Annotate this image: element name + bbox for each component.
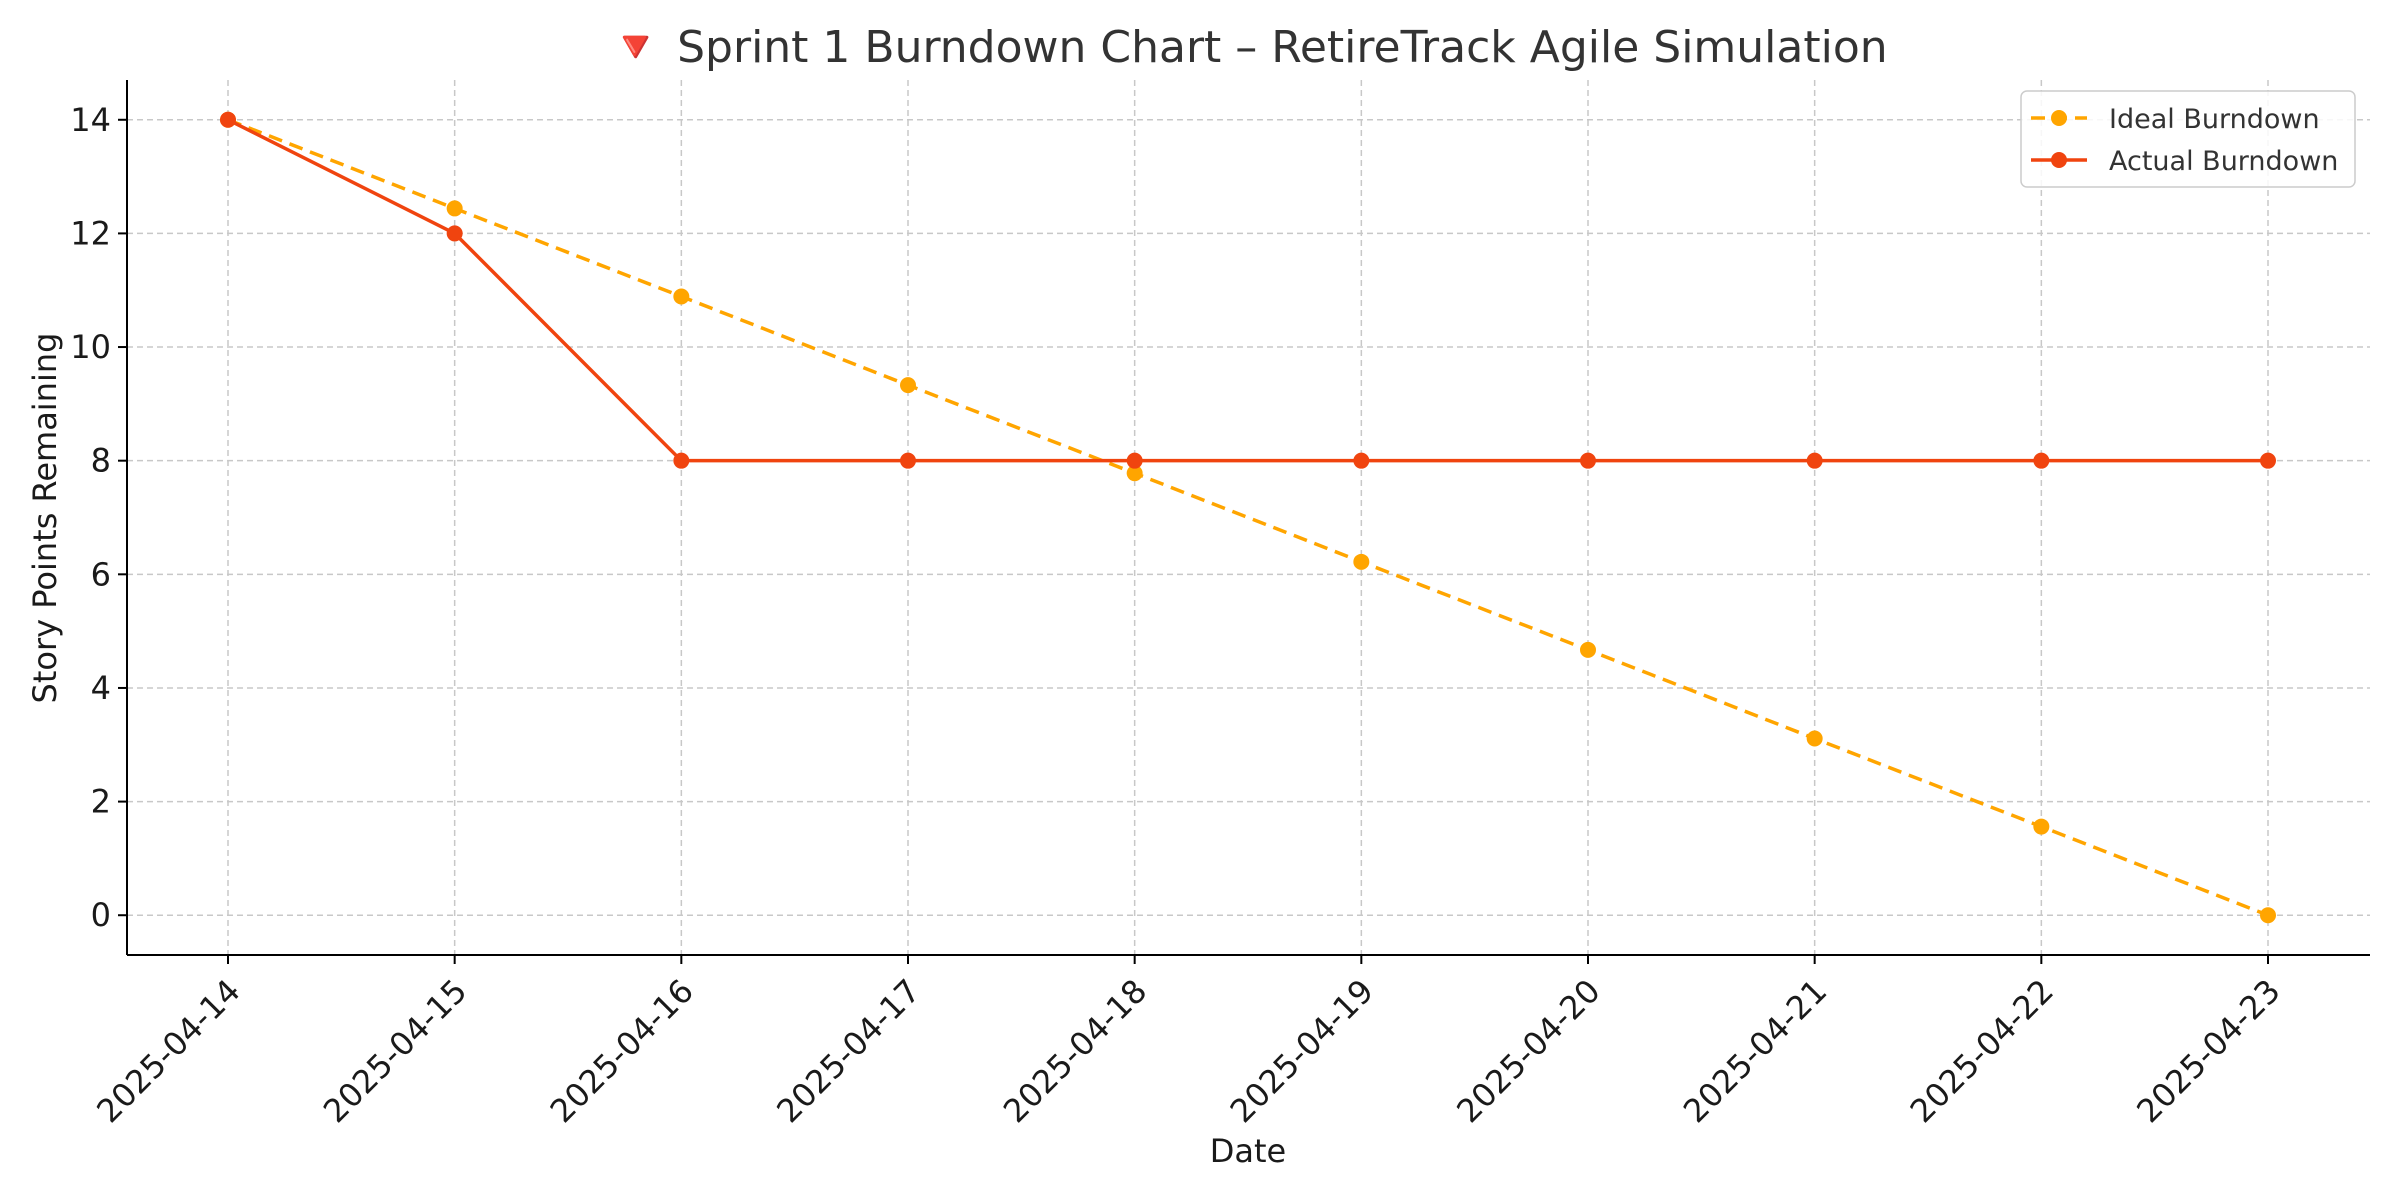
actual-burndown-point bbox=[220, 111, 236, 128]
actual-burndown-point bbox=[1353, 452, 1370, 469]
actual-burndown-point bbox=[2033, 452, 2050, 469]
x-tick-label: 2025-04-20 bbox=[1449, 972, 1607, 1130]
actual-burndown-series bbox=[220, 111, 2276, 469]
y-tick-label: 6 bbox=[91, 555, 111, 593]
actual-burndown-point bbox=[900, 452, 916, 469]
x-tick-label: 2025-04-21 bbox=[1676, 972, 1834, 1130]
ideal-burndown-point bbox=[1806, 730, 1823, 747]
ideal-burndown-legend-marker bbox=[2051, 110, 2067, 126]
x-tick-label: 2025-04-22 bbox=[1903, 972, 2061, 1130]
y-tick-label: 12 bbox=[70, 214, 111, 252]
x-tick-label: 2025-04-15 bbox=[316, 972, 474, 1130]
grid bbox=[127, 80, 2370, 955]
actual-burndown-point bbox=[1580, 452, 1596, 469]
y-tick-label: 8 bbox=[91, 442, 111, 480]
actual-burndown-point bbox=[446, 225, 463, 242]
x-tick-label: 2025-04-19 bbox=[1223, 972, 1381, 1130]
x-tick-label: 2025-04-16 bbox=[543, 972, 701, 1130]
ideal-burndown-legend-label: Ideal Burndown bbox=[2109, 104, 2320, 135]
ideal-burndown-point bbox=[1353, 553, 1370, 570]
actual-burndown-point bbox=[1126, 452, 1143, 469]
actual-burndown-point bbox=[673, 452, 690, 469]
y-tick-label: 10 bbox=[70, 328, 111, 366]
chart-title: 🔻 Sprint 1 Burndown Chart – RetireTrack … bbox=[608, 22, 1887, 73]
x-tick-label: 2025-04-23 bbox=[2129, 972, 2287, 1130]
y-tick-label: 14 bbox=[70, 101, 111, 139]
y-axis-title: Story Points Remaining bbox=[26, 333, 64, 704]
legend: Ideal Burndown Actual Burndown bbox=[2020, 90, 2356, 188]
y-tick-label: 2 bbox=[91, 783, 111, 821]
ideal-burndown-point bbox=[2260, 907, 2276, 924]
ideal-burndown-point bbox=[446, 200, 463, 217]
legend-box bbox=[2020, 90, 2356, 188]
ideal-burndown-point bbox=[1126, 465, 1143, 482]
ideal-burndown-point bbox=[900, 377, 916, 394]
y-tick-label: 4 bbox=[91, 669, 111, 707]
actual-burndown-legend-marker bbox=[2051, 152, 2067, 168]
ideal-burndown-line bbox=[227, 118, 2269, 917]
actual-burndown-legend-label: Actual Burndown bbox=[2109, 146, 2338, 177]
actual-burndown-point bbox=[2260, 452, 2276, 469]
y-tick-label: 0 bbox=[91, 896, 111, 934]
actual-burndown-point bbox=[1806, 452, 1823, 469]
ideal-burndown-point bbox=[673, 288, 690, 305]
x-tick-label: 2025-04-14 bbox=[89, 972, 247, 1130]
x-tick-label: 2025-04-17 bbox=[769, 972, 927, 1130]
ideal-burndown-point bbox=[1580, 641, 1596, 658]
actual-burndown-line bbox=[227, 118, 2268, 463]
ideal-burndown-point bbox=[2033, 818, 2050, 835]
axes: 2025-04-14 2025-04-15 2025-04-16 2025-04-17… bbox=[70, 80, 2370, 1130]
series bbox=[220, 111, 2276, 924]
x-axis-title: Date bbox=[1210, 1132, 1286, 1170]
x-tick-label: 2025-04-18 bbox=[996, 972, 1154, 1130]
